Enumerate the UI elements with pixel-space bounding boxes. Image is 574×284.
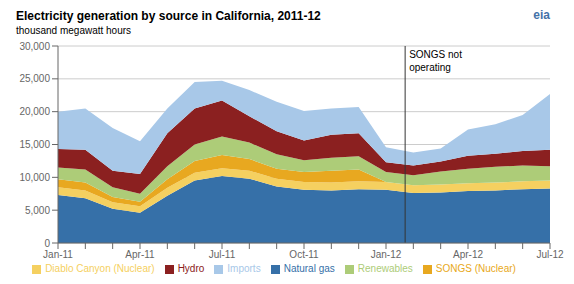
html-text:Renewables: Renewables (357, 263, 413, 274)
svg-text:Jul-12: Jul-12 (536, 249, 564, 260)
svg-text:SONGS notoperating: SONGS notoperating (409, 49, 462, 73)
svg-text:25,000: 25,000 (19, 73, 50, 84)
svg-text:Oct-11: Oct-11 (289, 249, 319, 260)
html-text:Natural gas: Natural gas (283, 263, 335, 274)
svg-text:Jan-11: Jan-11 (43, 249, 73, 260)
svg-text:0: 0 (44, 238, 50, 249)
html-text:SONGS (Nuclear): SONGS (Nuclear) (435, 263, 516, 274)
html-text:Electricity generation by sour: Electricity generation by source in Cali… (16, 9, 321, 23)
svg-text:30,000: 30,000 (19, 41, 50, 52)
html-text:Diablo Canyon (Nuclear): Diablo Canyon (Nuclear) (45, 263, 155, 274)
html-text:Imports: Imports (227, 263, 261, 274)
svg-text:Apr-11: Apr-11 (125, 249, 155, 260)
html-text:eia: eia (533, 8, 550, 22)
svg-text:10,000: 10,000 (19, 172, 50, 183)
svg-text:Apr-12: Apr-12 (453, 249, 483, 260)
svg-text:5,000: 5,000 (25, 205, 50, 216)
svg-text:Jul-11: Jul-11 (209, 249, 236, 260)
svg-text:Jan-12: Jan-12 (371, 249, 402, 260)
html-text:Hydro: Hydro (177, 263, 205, 274)
svg-text:20,000: 20,000 (19, 106, 50, 117)
html-text:thousand megawatt hours: thousand megawatt hours (16, 25, 132, 36)
svg-text:15,000: 15,000 (19, 139, 50, 150)
